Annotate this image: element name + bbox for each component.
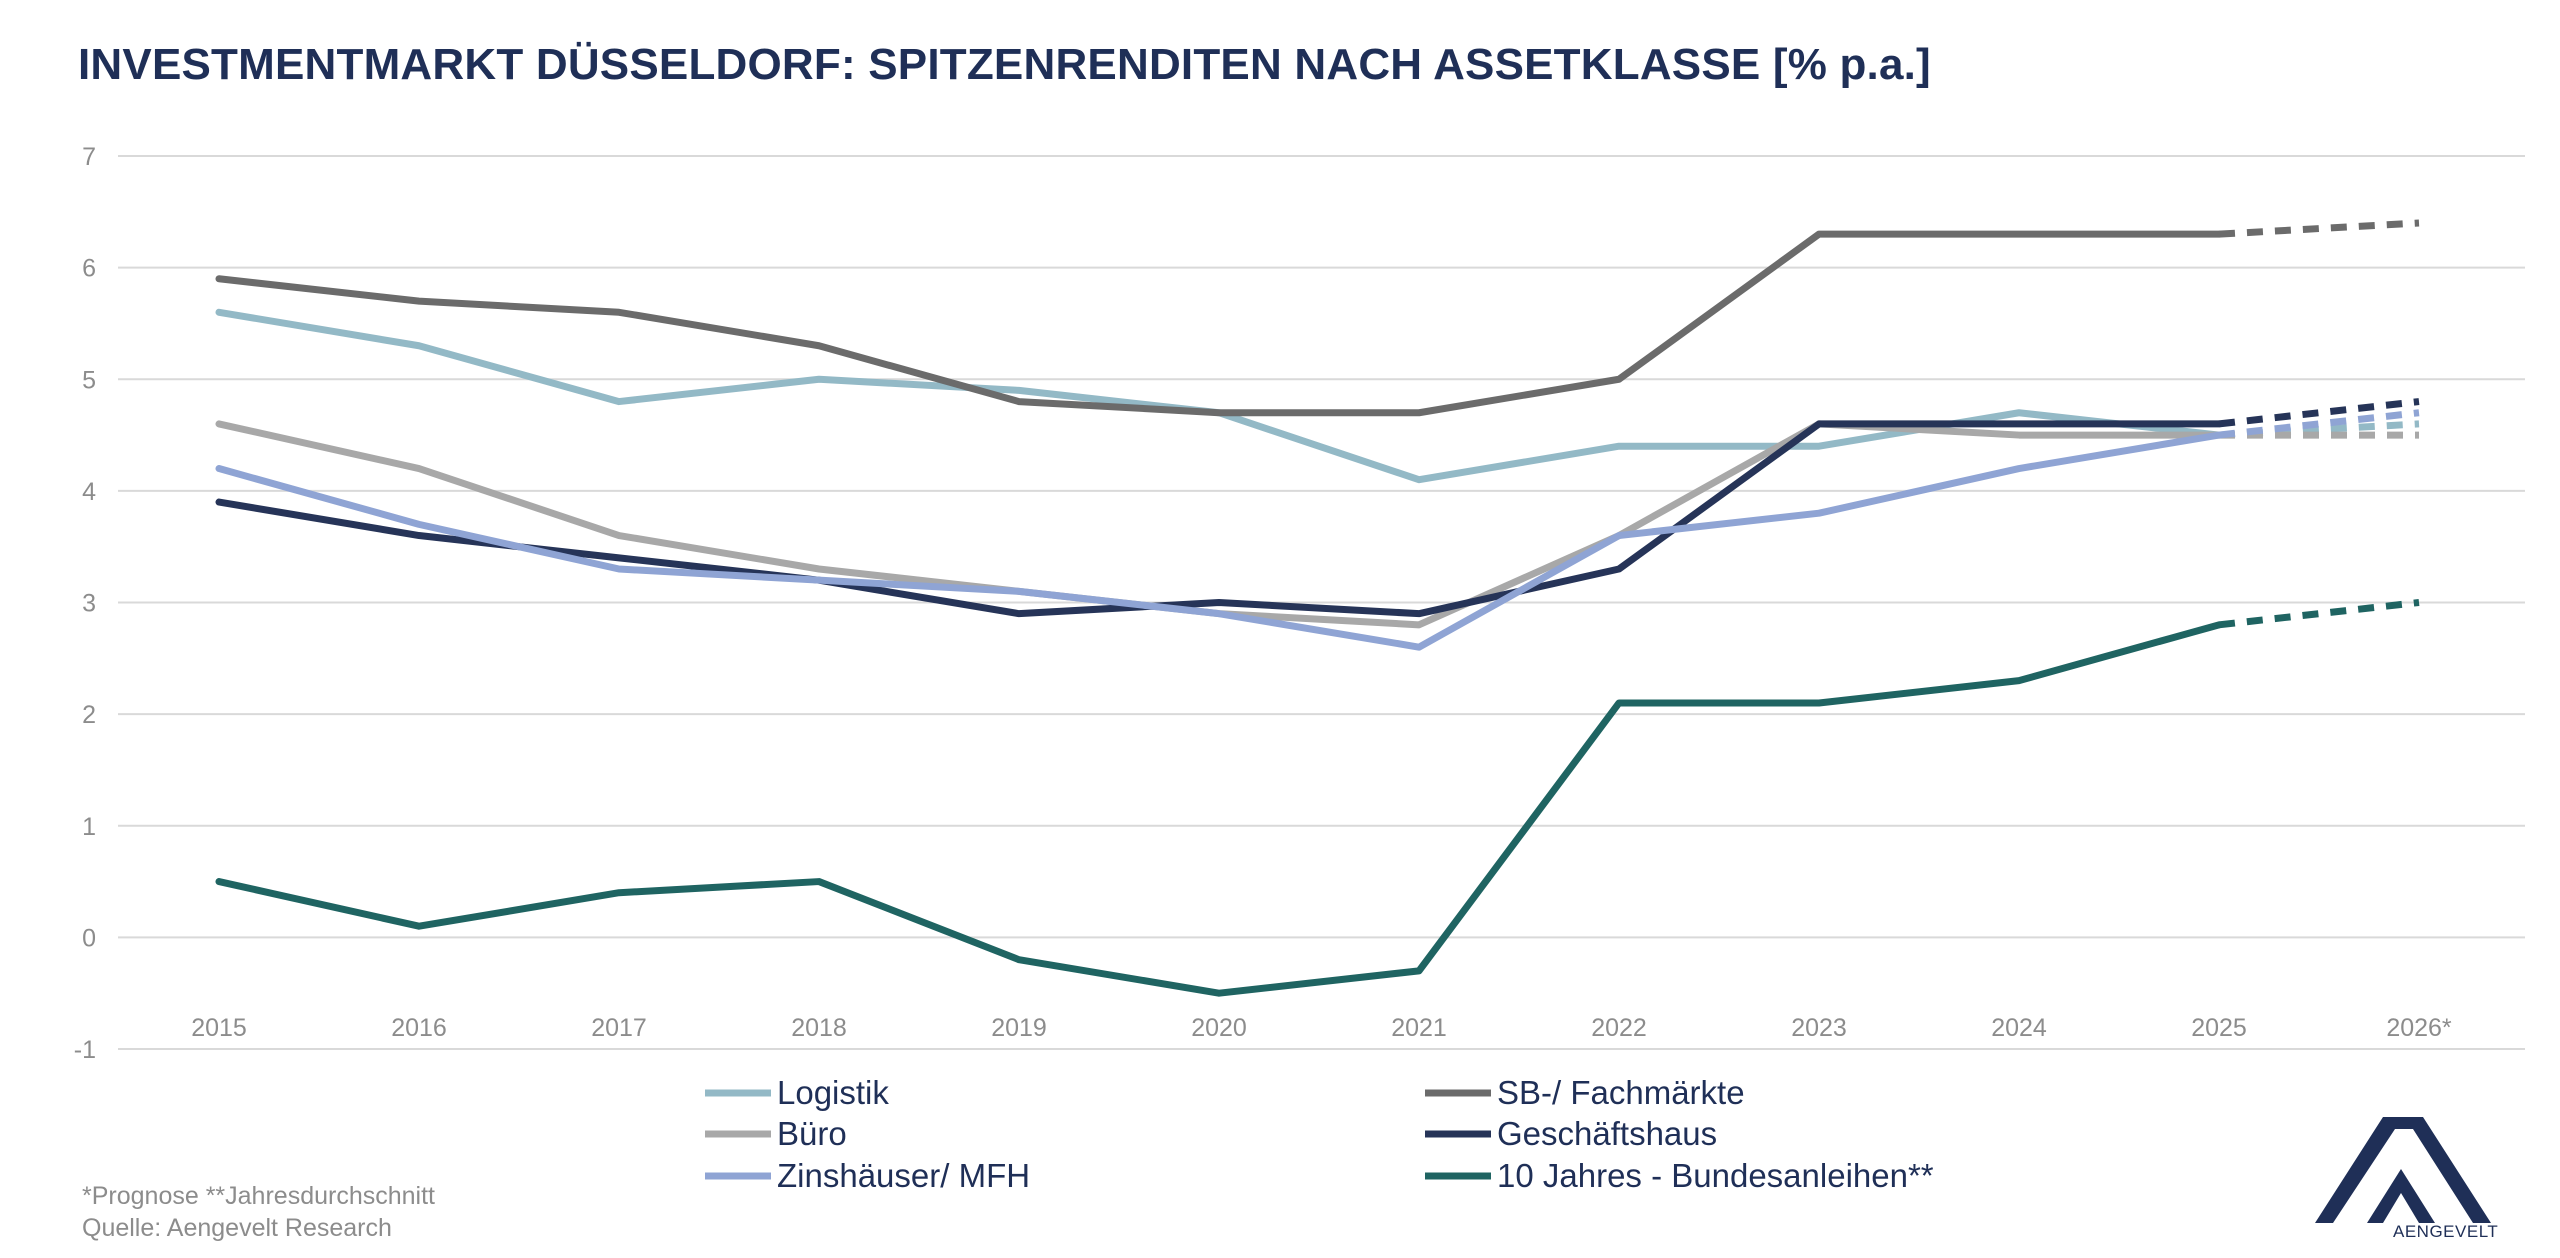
chart-title: INVESTMENTMARKT DÜSSELDORF: SPITZENRENDI… (78, 40, 1931, 89)
x-tick-label: 2021 (1391, 1014, 1447, 1042)
y-tick-label: 1 (82, 813, 96, 841)
x-tick-label: 2015 (191, 1014, 247, 1042)
logo-text: AENGEVELT (2393, 1222, 2499, 1241)
legend-label: Logistik (777, 1074, 889, 1111)
legend-label: 10 Jahres - Bundesanleihen** (1497, 1157, 1934, 1194)
x-tick-label: 2022 (1591, 1014, 1647, 1042)
gridlines (118, 155, 2525, 1050)
x-tick-label: 2017 (591, 1014, 647, 1042)
legend: Logistik SB-/ Fachmärkte Büro Geschäftshaus… (705, 1074, 1934, 1194)
series-forecast-line (2218, 409, 2420, 439)
y-tick-label: 6 (82, 255, 96, 283)
legend-label: SB-/ Fachmärkte (1497, 1074, 1745, 1111)
y-tick-label: 3 (82, 590, 96, 618)
y-tick-label: 0 (82, 924, 96, 952)
footnotes: *Prognose **Jahresdurchschnitt Quelle: A… (82, 1180, 435, 1244)
source-text: Quelle: Aengevelt Research (82, 1214, 392, 1242)
series-forecast-line (2218, 219, 2420, 238)
x-tick-label: 2020 (1191, 1014, 1247, 1042)
series-line (215, 230, 2223, 417)
series-line (215, 431, 2223, 651)
y-tick-label: 2 (82, 701, 96, 729)
x-tick-label: 2018 (791, 1014, 847, 1042)
series-line (215, 420, 2223, 618)
series-line (215, 420, 2223, 629)
y-tick-label: 5 (82, 366, 96, 394)
aengevelt-logo (2315, 1117, 2491, 1223)
x-tick-label: 2016 (391, 1014, 447, 1042)
legend-label: Zinshäuser/ MFH (777, 1157, 1030, 1194)
x-tick-label: 2025 (2191, 1014, 2247, 1042)
series-forecast-line (2218, 599, 2420, 629)
y-tick-label: 7 (82, 143, 96, 171)
legend-label: Büro (777, 1115, 847, 1152)
y-tick-label: -1 (74, 1036, 96, 1064)
logo-mark (2315, 1117, 2491, 1223)
series-line (215, 621, 2223, 997)
series-line (215, 308, 2223, 484)
x-tick-label: 2019 (991, 1014, 1047, 1042)
y-tick-label: 4 (82, 478, 96, 506)
legend-label: Geschäftshaus (1497, 1115, 1717, 1152)
x-axis-ticks: 2015 2016 2017 2018 2019 2020 2021 2022 2023 2024… (191, 1014, 2452, 1042)
x-tick-label: 2026* (2386, 1014, 2452, 1042)
x-tick-label: 2024 (1991, 1014, 2047, 1042)
x-tick-label: 2023 (1791, 1014, 1847, 1042)
y-axis-ticks: -1 0 1 2 3 4 5 6 7 (74, 143, 96, 1064)
series-lines (215, 219, 2420, 997)
footnote-text: *Prognose **Jahresdurchschnitt (82, 1182, 435, 1210)
series-forecast-line (2218, 398, 2420, 428)
